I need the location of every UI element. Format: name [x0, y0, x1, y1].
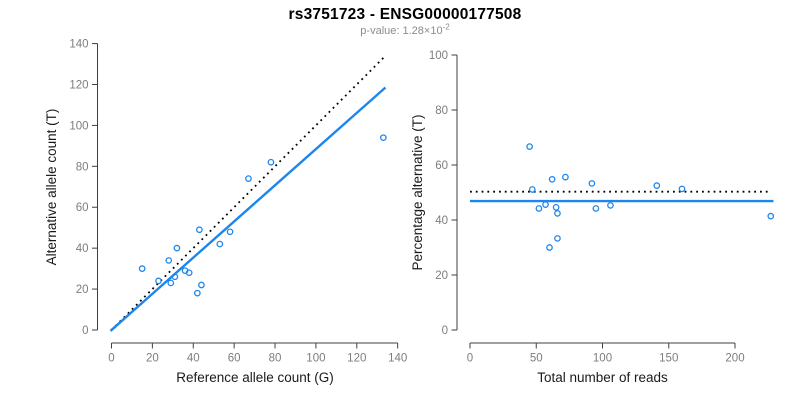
x-axis-label: Reference allele count (G) — [176, 370, 334, 385]
x-tick-label: 100 — [593, 353, 612, 365]
x-tick-label: 200 — [725, 353, 744, 365]
allele-count-scatter: 0 20 40 60 80 100 120 140 0 20 40 60 80 100 120 140 Refe… — [44, 39, 407, 385]
data-point — [552, 204, 560, 211]
plot-title: rs3751723 - ENSG00000177508 — [288, 6, 522, 23]
data-point — [592, 205, 600, 212]
y-tick-label: 20 — [76, 284, 89, 296]
data-point — [171, 273, 179, 281]
data-point — [535, 205, 543, 212]
y-tick-label: 120 — [69, 79, 88, 91]
data-point — [245, 175, 252, 182]
data-point — [165, 257, 173, 264]
x-tick-label: 150 — [659, 353, 678, 365]
data-point — [562, 173, 569, 181]
x-tick-label: 50 — [530, 353, 543, 365]
x-axis-label: Total number of reads — [537, 370, 668, 385]
x-tick-label: 100 — [306, 353, 325, 365]
pvalue-exponent: -2 — [442, 22, 450, 32]
data-point — [193, 289, 201, 297]
data-point — [678, 185, 686, 193]
data-point — [185, 269, 193, 277]
x-tick-label: 80 — [269, 353, 282, 365]
y-tick-label: 100 — [69, 120, 88, 132]
x-tick-label: 0 — [108, 353, 114, 365]
data-point — [216, 240, 224, 248]
data-point — [653, 182, 661, 189]
y-tick-label: 80 — [435, 105, 448, 117]
data-point — [267, 158, 275, 166]
y-tick-label: 60 — [435, 160, 448, 172]
y-tick-label: 140 — [69, 39, 88, 51]
data-point — [554, 210, 561, 217]
data-point — [607, 202, 614, 209]
x-tick-label: 0 — [467, 353, 473, 365]
data-point — [526, 143, 533, 150]
y-tick-label: 40 — [76, 243, 89, 255]
data-point — [767, 212, 775, 220]
y-tick-label: 60 — [76, 202, 89, 214]
data-point — [167, 279, 175, 287]
y-tick-label: 20 — [435, 270, 448, 282]
data-point — [542, 201, 549, 208]
pvalue-value: 1.28×10 — [402, 25, 443, 37]
x-tick-label: 20 — [146, 353, 159, 365]
percentage-scatter: 0 20 40 60 80 100 0 50 100 150 200 Total number of … — [410, 50, 775, 385]
data-point — [548, 175, 556, 183]
data-point — [528, 186, 536, 193]
y-tick-label: 0 — [442, 325, 448, 337]
data-point — [173, 244, 181, 252]
data-point — [380, 134, 387, 142]
y-axis-label: Percentage alternative (T) — [410, 114, 425, 270]
fit-line — [109, 86, 387, 332]
data-point — [196, 226, 203, 234]
data-point — [554, 235, 561, 242]
data-point — [546, 244, 553, 251]
y-tick-label: 0 — [82, 325, 88, 337]
data-point — [226, 228, 234, 236]
data-point — [198, 281, 205, 289]
pvalue-label: p-value: — [360, 25, 403, 37]
x-tick-label: 60 — [228, 353, 241, 365]
data-point — [155, 277, 162, 285]
y-tick-label: 80 — [76, 161, 89, 173]
x-tick-label: 140 — [388, 353, 407, 365]
x-tick-label: 120 — [347, 353, 366, 365]
data-point — [588, 180, 596, 187]
plot-subtitle: p-value: 1.28×10-2 — [0, 22, 800, 37]
y-axis-label: Alternative allele count (T) — [44, 109, 59, 266]
y-tick-label: 40 — [435, 215, 448, 227]
data-point — [138, 265, 146, 272]
identity-line — [110, 55, 387, 331]
x-tick-label: 40 — [187, 353, 200, 365]
y-tick-label: 100 — [429, 50, 448, 62]
